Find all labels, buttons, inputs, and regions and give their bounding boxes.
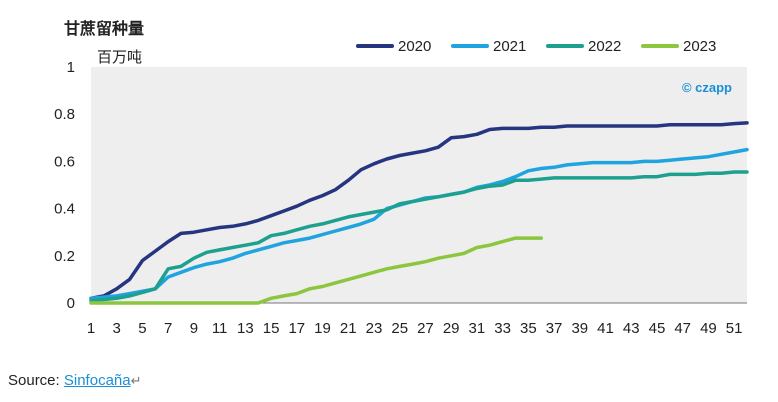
series-line-2022	[89, 170, 749, 303]
x-tick-label: 33	[494, 320, 511, 337]
series-line-2020	[89, 121, 749, 301]
x-tick-label: 37	[546, 320, 563, 337]
x-tick-label: 11	[212, 320, 228, 337]
x-tick-label: 9	[190, 320, 198, 337]
x-tick-label: 7	[164, 320, 172, 337]
y-tick-label: 1	[67, 59, 75, 76]
x-tick-label: 39	[571, 320, 588, 337]
return-mark-icon: ↵	[130, 373, 142, 388]
x-tick-label: 31	[469, 320, 486, 337]
x-tick-label: 41	[597, 320, 614, 337]
x-tick-label: 5	[138, 320, 146, 337]
x-axis-ticks: 1 3 5 7 9 11 13 15 17 19 21 23 25 27 29 31 33 35 37 39 41 43 4…	[87, 320, 743, 337]
source-line: Source: Sinfocaña↵	[8, 372, 142, 389]
czapp-logo: © czapp	[682, 80, 732, 95]
x-tick-label: 13	[237, 320, 254, 337]
x-tick-label: 15	[263, 320, 280, 337]
x-tick-label: 35	[520, 320, 537, 337]
x-tick-label: 19	[314, 320, 331, 337]
legend-label: 2023	[683, 38, 716, 55]
x-tick-label: 45	[649, 320, 666, 337]
y-tick-label: 0.8	[54, 106, 75, 123]
y-tick-label: 0.2	[54, 248, 75, 265]
chart-title: 甘蔗留种量	[64, 19, 144, 38]
x-tick-label: 47	[674, 320, 691, 337]
legend: 2020 2021 2022 2023	[356, 38, 716, 55]
series-lines	[89, 121, 749, 305]
x-tick-label: 49	[700, 320, 717, 337]
y-tick-label: 0.4	[54, 201, 75, 218]
x-tick-label: 23	[366, 320, 383, 337]
legend-label: 2021	[493, 38, 526, 55]
x-tick-label: 43	[623, 320, 640, 337]
legend-item-2023: 2023	[641, 38, 716, 55]
x-tick-label: 51	[726, 320, 743, 337]
series-line-2023	[89, 236, 543, 305]
legend-item-2020: 2020	[356, 38, 431, 55]
legend-item-2022: 2022	[546, 38, 621, 55]
y-tick-label: 0.6	[54, 153, 75, 170]
legend-label: 2020	[398, 38, 431, 55]
legend-label: 2022	[588, 38, 621, 55]
x-tick-label: 29	[443, 320, 460, 337]
x-tick-label: 25	[391, 320, 408, 337]
y-tick-label: 0	[67, 295, 75, 312]
x-tick-label: 17	[288, 320, 305, 337]
legend-item-2021: 2021	[451, 38, 526, 55]
source-link[interactable]: Sinfocaña	[63, 372, 131, 389]
x-tick-label: 1	[87, 320, 95, 337]
x-tick-label: 3	[113, 320, 121, 337]
y-axis-unit-label: 百万吨	[97, 48, 142, 66]
x-tick-label: 27	[417, 320, 434, 337]
x-tick-label: 21	[340, 320, 357, 337]
source-prefix: Source:	[8, 372, 64, 389]
y-axis-ticks: 0 0.2 0.4 0.6 0.8 1	[54, 59, 75, 312]
